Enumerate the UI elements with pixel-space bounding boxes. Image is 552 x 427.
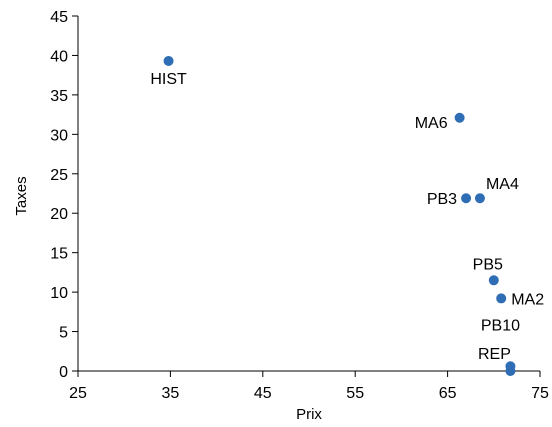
point-label-ma6: MA6 xyxy=(415,115,448,132)
y-tick-label-2: 10 xyxy=(50,285,68,302)
y-tick-label-9: 45 xyxy=(50,9,68,26)
y-tick-label-0: 0 xyxy=(59,364,68,381)
x-tick-label-0: 25 xyxy=(69,385,87,402)
data-point-rep xyxy=(505,366,516,376)
point-label-ma2: MA2 xyxy=(511,291,544,308)
data-point-ma2 xyxy=(496,293,507,304)
y-tick-label-3: 15 xyxy=(50,246,68,263)
y-axis-title: Taxes xyxy=(13,176,30,215)
point-label-pb10: PB10 xyxy=(481,317,520,334)
point-label-pb5: PB5 xyxy=(473,256,503,273)
data-point-pb3 xyxy=(461,193,472,204)
data-point-ma4 xyxy=(474,193,485,204)
x-tick-label-5: 75 xyxy=(531,385,549,402)
x-tick-label-4: 65 xyxy=(439,385,457,402)
data-point-ma6 xyxy=(454,112,465,123)
y-tick-label-4: 20 xyxy=(50,206,68,223)
point-label-hist: HIST xyxy=(150,71,187,88)
point-label-rep: REP xyxy=(478,346,511,363)
point-label-pb3: PB3 xyxy=(427,191,457,208)
x-tick-label-1: 35 xyxy=(162,385,180,402)
data-point-hist xyxy=(163,55,174,66)
y-tick-label-5: 25 xyxy=(50,167,68,184)
y-tick-label-6: 30 xyxy=(50,127,68,144)
y-tick-label-1: 5 xyxy=(59,325,68,342)
y-tick-label-8: 40 xyxy=(50,48,68,65)
x-tick-label-3: 55 xyxy=(346,385,364,402)
y-tick-label-7: 35 xyxy=(50,88,68,105)
x-axis-title: Prix xyxy=(296,406,322,423)
point-label-ma4: MA4 xyxy=(486,176,519,193)
x-tick-label-2: 45 xyxy=(254,385,272,402)
data-point-pb5 xyxy=(488,275,499,286)
